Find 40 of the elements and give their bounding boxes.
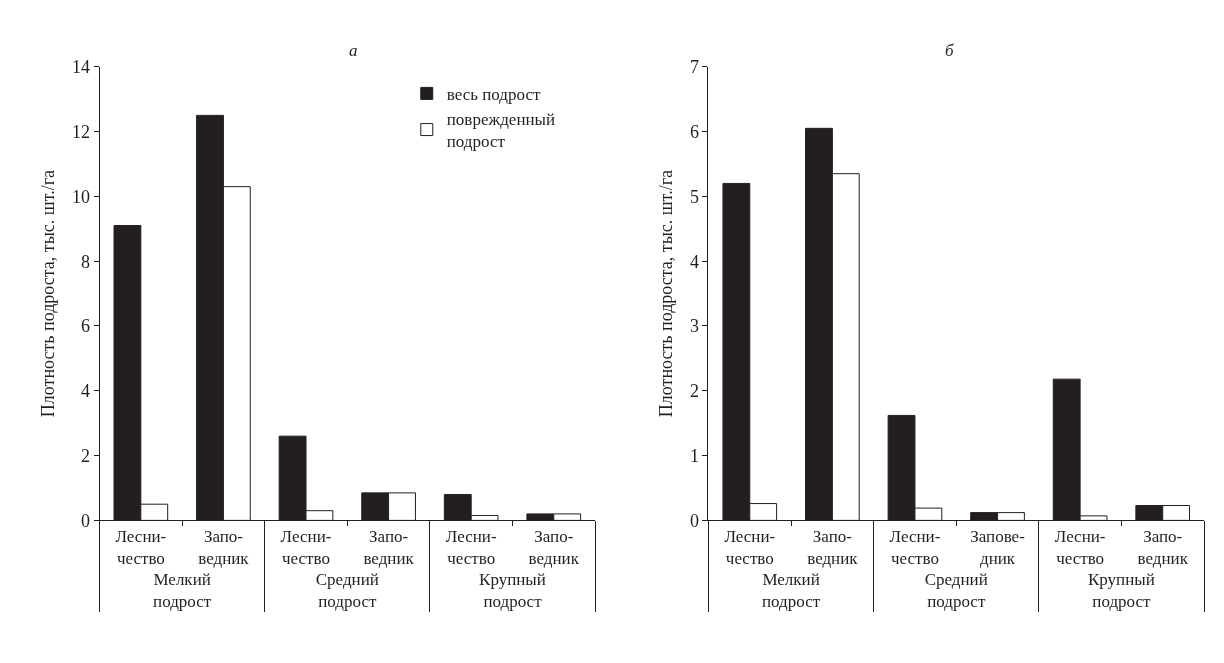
y-tick-label: 4: [80, 381, 90, 402]
legend-label: поврежденный подрост: [446, 110, 556, 152]
x-tick-label: Запове- дник: [970, 526, 1026, 568]
y-tick-label: 14: [71, 57, 90, 78]
x-tick-label: Запо- ведник: [807, 526, 859, 568]
x-tick-label: Лесни- чество: [724, 526, 776, 568]
x-tick-label: Запо- ведник: [363, 526, 415, 568]
chart-title: а: [349, 41, 358, 60]
y-axis-title: Плотность подроста, тыс. шт./га: [656, 169, 677, 418]
y-tick-label: 1: [689, 445, 699, 466]
text: Мелкий подрост: [762, 569, 821, 611]
x-tick-label: Лесни- чество: [1054, 526, 1106, 568]
y-tick-label: 0: [80, 510, 90, 531]
y-axis-title: Плотность подроста, тыс. шт./га: [38, 169, 59, 418]
y-tick-label: 8: [80, 251, 90, 272]
y-tick-label: 3: [689, 316, 699, 337]
x-tick-label: Лесни- чество: [115, 526, 167, 568]
text: Средний подрост: [315, 569, 379, 611]
y-tick-label: 2: [80, 445, 90, 466]
y-tick-label: 0: [689, 510, 699, 531]
text: Средний подрост: [924, 569, 988, 611]
x-tick-label: Запо- ведник: [528, 526, 580, 568]
x-tick-label: Лесни- чество: [280, 526, 332, 568]
x-tick-label: Запо- ведник: [198, 526, 250, 568]
y-tick-label: 6: [689, 121, 699, 142]
text: Крупный подрост: [479, 569, 546, 611]
y-tick-label: 7: [689, 57, 699, 78]
text: Мелкий подрост: [153, 569, 212, 611]
x-tick-label: Лесни- чество: [445, 526, 497, 568]
y-tick-label: 2: [689, 381, 699, 402]
y-tick-label: 12: [71, 121, 90, 142]
text: Крупный подрост: [1088, 569, 1155, 611]
x-tick-label: Лесни- чество: [889, 526, 941, 568]
y-tick-label: 5: [689, 186, 699, 207]
legend-label: весь подрост: [446, 85, 541, 105]
y-tick-label: 4: [689, 251, 699, 272]
y-tick-label: 10: [71, 186, 90, 207]
y-tick-label: 6: [80, 316, 90, 337]
x-tick-label: Запо- ведник: [1137, 526, 1189, 568]
chart-title: б: [945, 41, 954, 60]
